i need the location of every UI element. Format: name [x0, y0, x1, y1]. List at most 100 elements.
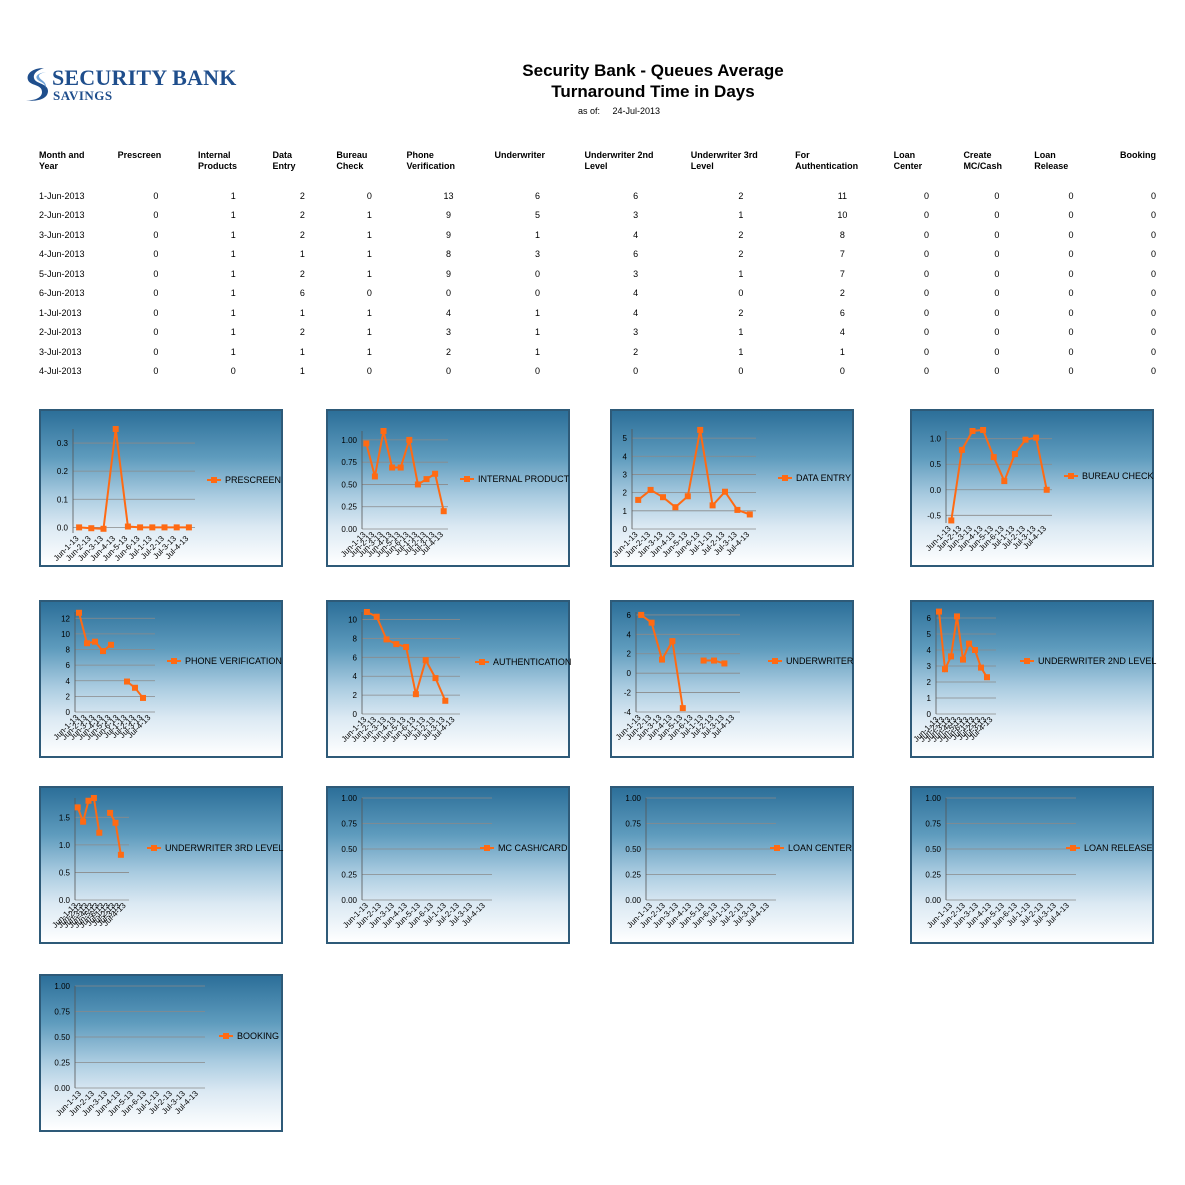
as-of-value: 24-Jul-2013 — [612, 106, 661, 116]
y-tick-label: 2 — [627, 650, 632, 659]
column-header-line1: Underwriter 3rd — [690, 150, 758, 160]
table-cell: 2 — [299, 268, 305, 279]
table-cell: 0 — [366, 288, 372, 299]
table-row: 2-Jul-2013 0 1 2 1 3 1 3 1 4 0 0 0 0 — [37, 323, 1158, 343]
legend-marker-icon — [768, 658, 782, 664]
table-cell: 0 — [153, 249, 159, 260]
table-cell: 0 — [839, 366, 845, 377]
legend-marker-icon — [219, 1033, 233, 1039]
y-tick-label: 0 — [623, 525, 628, 534]
table-cell: 4 — [633, 307, 639, 318]
table-cell: 0 — [153, 346, 159, 357]
table-cell: 0 — [738, 288, 744, 299]
table-cell: 0 — [534, 268, 540, 279]
data-point — [383, 636, 390, 643]
chart-underwriter-2nd-level: 0 1 2 3 4 5 6 Jun-1-13 Jun-2-13 Jun-3-13 Jun-4-13 J… — [910, 600, 1156, 758]
data-point — [140, 694, 146, 701]
table-cell: 0 — [153, 268, 159, 279]
table-cell: 0 — [153, 366, 159, 377]
security-bank-logo: SECURITY BANK SAVINGS — [22, 62, 242, 108]
series-line — [366, 611, 447, 702]
column-header-line1: Booking — [1120, 150, 1156, 160]
table-cell: 2-Jul-2013 — [39, 327, 82, 338]
column-header-line2: Level — [584, 161, 608, 171]
table-cell: 3 — [633, 210, 639, 221]
table-row: 4-Jun-2013 0 1 1 1 8 3 6 2 7 0 0 0 0 — [37, 245, 1158, 265]
y-tick-label: 0.00 — [54, 1084, 70, 1093]
table-cell: 3 — [534, 249, 540, 260]
column-header: Create MC/Cash — [961, 150, 1032, 186]
chart-legend: DATA ENTRY — [778, 473, 851, 483]
column-header: Data Entry — [270, 150, 334, 186]
table-cell: 0 — [1150, 346, 1156, 357]
data-point — [393, 641, 400, 648]
y-tick-label: 0.25 — [341, 503, 357, 512]
y-tick-label: 4 — [927, 646, 932, 655]
data-point — [88, 525, 95, 532]
data-point — [679, 705, 686, 712]
table-cell: 0 — [924, 346, 930, 357]
data-point — [363, 440, 370, 447]
table-cell: 3 — [633, 327, 639, 338]
data-point — [734, 506, 741, 513]
y-tick-label: 2 — [353, 691, 358, 700]
y-tick-label: -0.5 — [927, 511, 941, 520]
data-point — [90, 795, 97, 801]
chart-svg: 012345Jun-1-13Jun-2-13Jun-3-13Jun-4-13Ju… — [612, 426, 756, 559]
legend-label: BUREAU CHECK — [1082, 471, 1154, 481]
y-tick-label: 0.0 — [59, 896, 71, 905]
table-cell: 2 — [299, 229, 305, 240]
table-cell: 0 — [994, 327, 1000, 338]
data-point — [149, 524, 156, 531]
table-cell: 3 — [633, 268, 639, 279]
table-cell: 0 — [994, 288, 1000, 299]
chart-legend: INTERNAL PRODUCT — [460, 474, 569, 484]
data-point — [80, 818, 87, 825]
table-cell: 0 — [738, 366, 744, 377]
y-tick-label: -4 — [624, 708, 632, 717]
column-header-line2: MC/Cash — [963, 161, 1002, 171]
data-point — [948, 517, 955, 524]
title-line-2: Turnaround Time in Days — [551, 82, 755, 101]
table-row: 6-Jun-2013 0 1 6 0 0 0 4 0 2 0 0 0 0 — [37, 284, 1158, 304]
y-tick-label: 0.75 — [341, 820, 357, 829]
y-tick-label: 0.1 — [57, 495, 69, 504]
table-body: 1-Jun-2013 0 1 2 0 13 6 6 2 11 0 0 0 0 2-Jun-2013 0 1 2 1 9… — [37, 186, 1158, 381]
table-cell: 1 — [366, 210, 372, 221]
y-tick-label: 0.00 — [925, 896, 941, 905]
table-cell: 6 — [299, 288, 305, 299]
table-cell: 0 — [924, 268, 930, 279]
column-header-line1: Prescreen — [117, 150, 162, 160]
y-tick-label: 6 — [66, 661, 71, 670]
table-cell: 3-Jul-2013 — [39, 346, 82, 357]
y-tick-label: 0.5 — [930, 460, 942, 469]
y-tick-label: 6 — [927, 614, 932, 623]
chart-loan-release: 0.00 0.25 0.50 0.75 1.00 Jun-1-13 Jun-2-13 Jun-… — [910, 786, 1154, 944]
data-point — [112, 819, 119, 826]
table-cell: 6-Jun-2013 — [39, 288, 85, 299]
chart-legend: PHONE VERIFICATION — [167, 656, 282, 666]
y-tick-label: 0.75 — [54, 1008, 70, 1017]
data-point — [371, 473, 378, 480]
table-cell: 0 — [994, 346, 1000, 357]
table-cell: 0 — [153, 307, 159, 318]
data-point — [414, 481, 421, 488]
column-header-line2: Entry — [272, 161, 296, 171]
data-point — [980, 426, 987, 433]
table-cell: 1 — [738, 268, 744, 279]
column-header-line2: Authentication — [795, 161, 859, 171]
y-tick-label: 0.50 — [341, 845, 357, 854]
table-cell: 1 — [230, 249, 236, 260]
column-header: Internal Products — [196, 150, 270, 186]
y-tick-label: 0.50 — [925, 845, 941, 854]
legend-label: MC CASH/CARD — [498, 843, 568, 853]
y-tick-label: 0.50 — [54, 1033, 70, 1042]
table-cell: 2 — [738, 229, 744, 240]
column-header-line2: Products — [198, 161, 238, 171]
y-tick-label: 0.00 — [341, 896, 357, 905]
as-of-label: as of: — [578, 106, 601, 116]
legend-label: PHONE VERIFICATION — [185, 656, 282, 666]
data-point — [722, 488, 728, 495]
chart-phone-verification: 0 2 4 6 8 10 12 Jun-1-13 Jun-2-13 Jun-3-13 Jun-4-1… — [39, 600, 283, 758]
table-cell: 0 — [366, 190, 372, 201]
